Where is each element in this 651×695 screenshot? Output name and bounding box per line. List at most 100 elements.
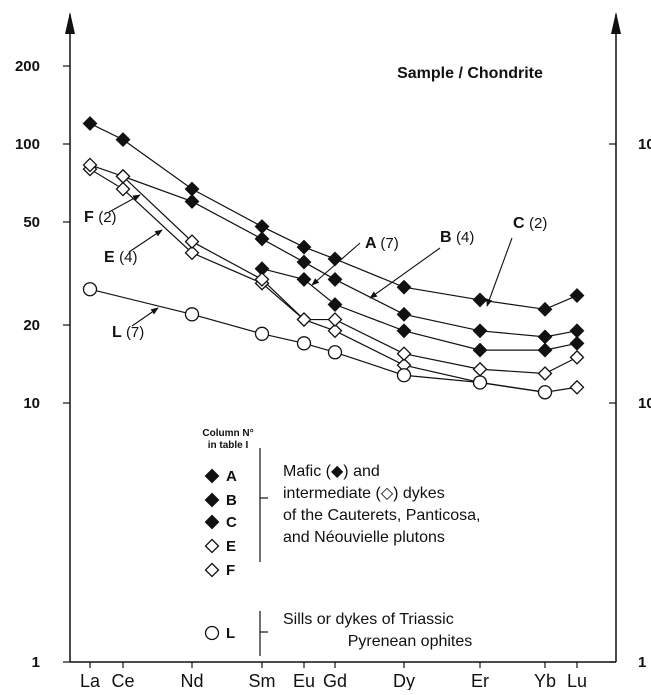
series-label-L: L (7) [112,324,144,341]
series-label-count-L: (7) [126,324,144,341]
legend-marker-L [204,625,220,641]
point-F [327,312,343,327]
point-C [115,132,131,148]
series-label-letter-L: L [112,324,126,341]
point-F [537,366,553,381]
point-L [472,375,488,390]
x-tick-label: Gd [323,671,347,690]
x-tick-label: Yb [534,671,556,690]
chart-title: Sample / Chondrite [397,65,543,82]
legend-heading-line1: Column N° [202,428,253,439]
series-leader-A [311,242,361,286]
x-tick-label: Eu [293,671,315,690]
legend-letter-A: A [226,468,237,485]
legend-letter-L: L [226,625,235,642]
x-tick-label: Dy [393,671,415,690]
point-C [254,219,270,234]
point-F [115,168,131,184]
point-E [327,323,343,339]
point-L [396,368,412,383]
legend-marker-B [204,492,220,508]
legend-desc-line-2: Sills or dykes of Triassic [283,611,454,628]
x-tick-label: Er [471,671,489,690]
point-C [396,279,412,295]
x-tick-label: Sm [249,671,276,690]
point-L [296,336,312,351]
x-tick-label: Ce [111,671,134,690]
series-label-C: C (2) [513,215,547,232]
point-F [184,234,200,249]
point-C [472,292,488,308]
series-label-letter-B: B [440,229,456,246]
point-L [327,345,343,360]
point-L [254,326,270,341]
point-C [296,239,312,255]
legend-marker-C [204,514,220,530]
legend-letter-B: B [226,492,237,509]
x-tick-label: Lu [567,671,587,690]
point-E [184,245,200,261]
series-leader-E [128,229,163,253]
legend-desc-line: Mafic (◆) and [283,463,380,480]
series-line-L [89,288,546,393]
point-C [327,251,343,267]
y-tick-label-left: 20 [23,317,40,334]
legend-marker-A [204,468,220,484]
series-label-letter-A: A [365,235,380,252]
point-L [82,282,98,297]
series-label-A: A (7) [365,235,399,252]
series-label-F: F (2) [84,209,117,226]
point-B [396,306,412,322]
legend-desc-line: and Néouvielle plutons [283,529,445,546]
point-A [569,335,585,351]
series-leader-B [369,247,441,299]
point-C [184,181,200,197]
legend-letter-F: F [226,562,235,579]
point-F [396,346,412,362]
point-B [537,329,553,345]
legend-marker-F [204,562,220,578]
series-label-count-A: (7) [380,235,398,252]
series-label-count-F: (2) [98,209,116,226]
point-B [569,323,585,339]
y-tick-label-left: 10 [23,395,40,412]
legend-letter-C: C [226,514,237,531]
y-tick-label-right: 1 [638,654,646,671]
series-line-C [89,122,578,310]
series-label-E: E (4) [104,249,137,266]
point-F [254,272,270,287]
legend-marker-E [204,538,220,554]
point-B [327,272,343,287]
y-axis-left-arrow [65,12,75,34]
series-leader-C [486,237,513,307]
y-tick-label-right: 10 [638,395,651,412]
point-F [472,361,488,377]
series-label-count-C: (2) [529,215,547,232]
point-F [296,312,312,327]
series-label-letter-C: C [513,215,529,232]
point-A [472,342,488,358]
series-label-letter-F: F [84,209,98,226]
series-label-B: B (4) [440,229,474,246]
point-F [82,157,98,173]
point-C [537,301,553,317]
point-C [82,116,98,131]
y-axis-right-arrow [611,12,621,34]
point-A [396,323,412,339]
legend-desc-line: intermediate (◇) dykes [283,485,445,502]
point-E [115,181,131,197]
point-B [254,231,270,247]
point-B [472,323,488,339]
series-label-letter-E: E [104,249,119,266]
series-label-count-B: (4) [456,229,474,246]
point-B [296,254,312,270]
x-tick-label: La [80,671,101,690]
y-tick-label-left: 50 [23,214,40,231]
legend-desc-line: of the Cauterets, Panticosa, [283,507,480,524]
series-label-count-E: (4) [119,249,137,266]
point-L [184,307,200,322]
point-B [184,194,200,209]
legend-desc-line-2: Pyrenean ophites [348,633,473,650]
